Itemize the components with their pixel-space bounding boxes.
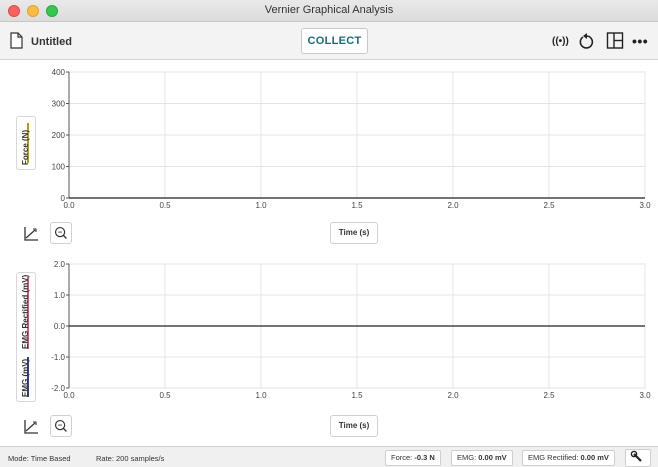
x-tick-label: 1.5 (351, 201, 363, 210)
x-tick-label: 0.5 (159, 391, 171, 400)
more-options-icon[interactable]: ••• (632, 33, 649, 49)
x-tick-label: 1.5 (351, 391, 363, 400)
window-title: Vernier Graphical Analysis (264, 4, 394, 16)
force-meter-label: Force: (391, 453, 415, 462)
emg-graph-panel: 0.0 0.5 1.0 1.5 2.0 2.5 3.0 2.0 1.0 0.0 -1.0 -2.0 E… (0, 256, 658, 441)
document-title[interactable]: Untitled (31, 36, 72, 48)
x-tick-label: 3.0 (639, 201, 651, 210)
force-y-axis-label: Force (N) (21, 129, 30, 165)
y-tick-label: 2.0 (54, 260, 66, 269)
emg-y-axis-label: EMG (mV) (21, 358, 30, 397)
y-tick-label: 0.0 (54, 322, 66, 331)
force-series-swatch (27, 123, 29, 163)
page-layout-icon[interactable] (606, 31, 624, 51)
y-tick-label: -2.0 (51, 384, 65, 393)
force-graph-panel: 0.0 0.5 1.0 1.5 2.0 2.5 3.0 400 300 200 100 0 Force… (0, 61, 658, 248)
wireless-sensor-icon[interactable]: ((•)) (552, 36, 569, 47)
x-tick-label: 2.0 (447, 201, 459, 210)
emg-rectified-meter-value: 0.00 mV (580, 453, 609, 462)
x-tick-label: 2.5 (543, 391, 555, 400)
x-tick-label: 1.0 (255, 391, 267, 400)
toolbar: Untitled COLLECT ((•)) ••• (0, 22, 658, 60)
graph-tools-icon[interactable] (20, 416, 42, 438)
graph-tools-icon[interactable] (20, 223, 42, 245)
y-tick-label: 400 (52, 68, 66, 77)
mode-status[interactable]: Mode: Time Based (8, 454, 71, 463)
x-tick-label: 2.0 (447, 391, 459, 400)
y-tick-label: 200 (52, 131, 66, 140)
x-tick-label: 0.0 (63, 391, 75, 400)
emg-rectified-series-swatch (27, 277, 29, 349)
status-bar: Mode: Time Based Rate: 200 samples/s For… (0, 446, 658, 467)
replay-icon[interactable] (578, 31, 596, 51)
emg-y-axis-label-button[interactable]: EMG Rectified (mV) EMG (mV) (16, 272, 36, 402)
minimize-window-button[interactable] (27, 5, 39, 17)
zoom-icon[interactable] (50, 415, 72, 437)
emg-meter-label: EMG: (457, 453, 479, 462)
wrench-icon (630, 450, 642, 462)
y-tick-label: 0 (61, 194, 66, 203)
force-y-axis-label-button[interactable]: Force (N) (16, 116, 36, 170)
y-tick-label: 100 (52, 163, 66, 172)
x-tick-label: 3.0 (639, 391, 651, 400)
maximize-window-button[interactable] (46, 5, 58, 17)
collect-button[interactable]: COLLECT (301, 28, 368, 54)
y-tick-label: -1.0 (51, 353, 65, 362)
emg-meter-value: 0.00 mV (478, 453, 507, 462)
emg-series-swatch (27, 357, 29, 397)
emg-x-axis-label-button[interactable]: Time (s) (330, 415, 378, 437)
rate-status[interactable]: Rate: 200 samples/s (96, 454, 165, 463)
emg-rectified-meter[interactable]: EMG Rectified: 0.00 mV (522, 450, 615, 466)
x-tick-label: 1.0 (255, 201, 267, 210)
sensor-settings-button[interactable] (625, 449, 651, 467)
force-meter-value: -0.3 N (414, 453, 435, 462)
force-meter[interactable]: Force: -0.3 N (385, 450, 441, 466)
close-window-button[interactable] (8, 5, 20, 17)
x-tick-label: 2.5 (543, 201, 555, 210)
force-graph[interactable]: 0.0 0.5 1.0 1.5 2.0 2.5 3.0 400 300 200 100 0 (0, 61, 658, 248)
y-tick-label: 300 (52, 100, 66, 109)
emg-graph[interactable]: 0.0 0.5 1.0 1.5 2.0 2.5 3.0 2.0 1.0 0.0 -1.0 -2.0 (0, 256, 658, 441)
title-bar: Vernier Graphical Analysis (0, 0, 658, 22)
force-x-axis-label-button[interactable]: Time (s) (330, 222, 378, 244)
x-tick-label: 0.5 (159, 201, 171, 210)
y-tick-label: 1.0 (54, 291, 66, 300)
emg-rectified-meter-label: EMG Rectified: (528, 453, 581, 462)
x-tick-label: 0.0 (63, 201, 75, 210)
zoom-icon[interactable] (50, 222, 72, 244)
emg-meter[interactable]: EMG: 0.00 mV (451, 450, 513, 466)
emg-rectified-y-axis-label: EMG Rectified (mV) (21, 274, 30, 349)
document-icon[interactable] (10, 32, 23, 49)
